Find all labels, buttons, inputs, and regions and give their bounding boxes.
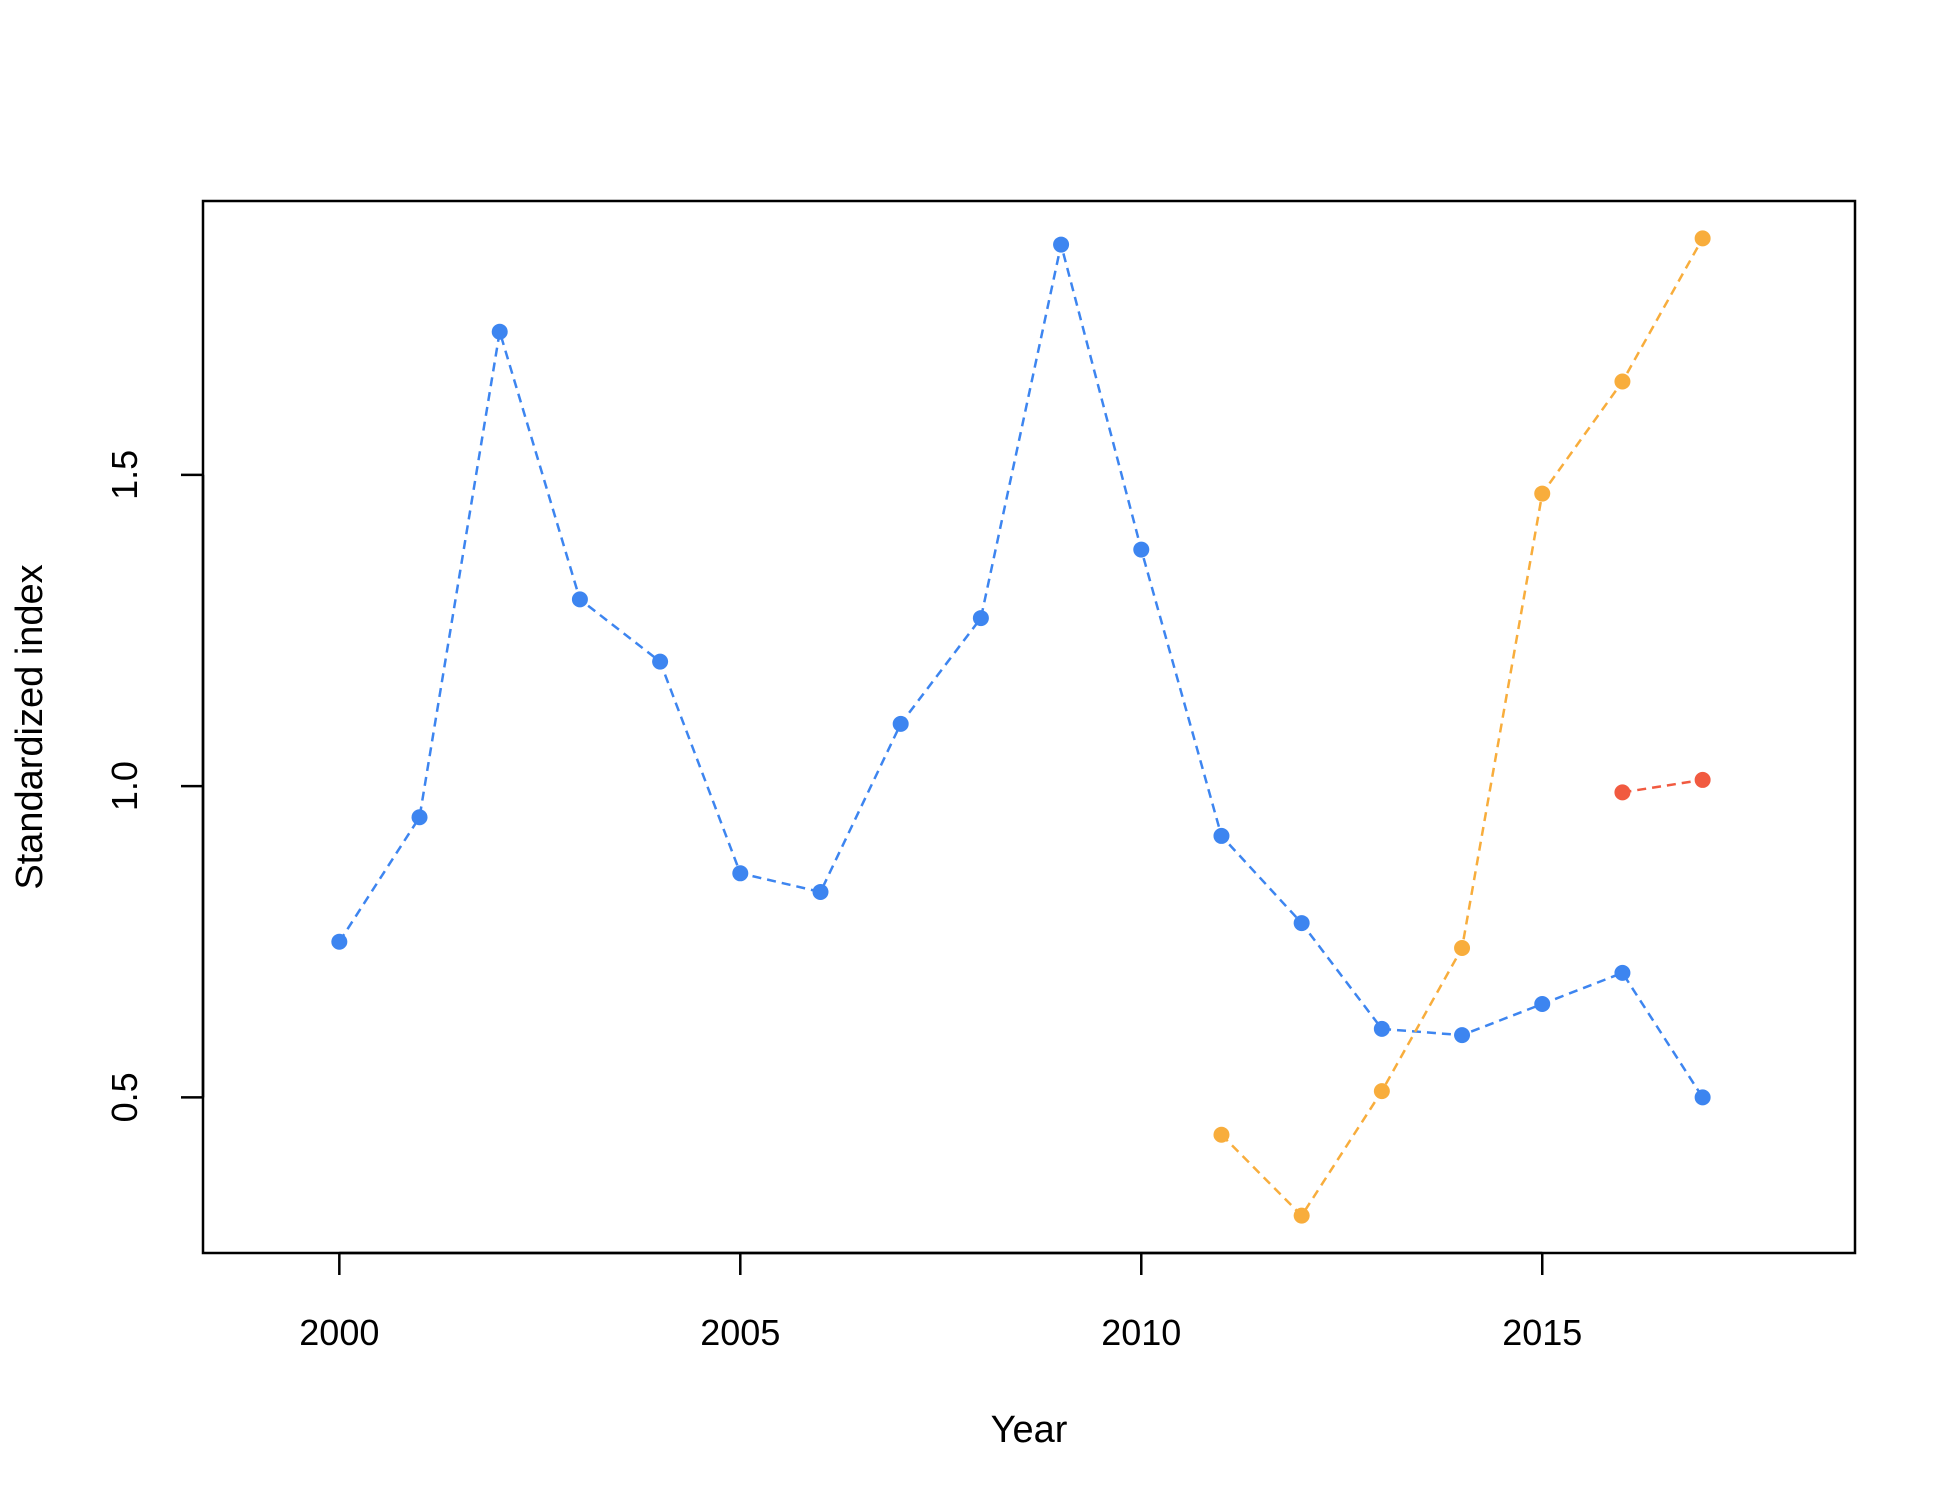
x-tick-label: 2000: [299, 1312, 379, 1353]
data-point: [1614, 784, 1631, 801]
x-axis-title: Year: [991, 1409, 1068, 1451]
data-point: [1293, 1207, 1310, 1224]
data-point: [1133, 541, 1150, 558]
data-point: [1293, 915, 1310, 932]
data-point: [571, 591, 588, 608]
y-tick-label: 0.5: [104, 1072, 145, 1122]
series-2: [1213, 230, 1711, 1224]
data-point: [1213, 1126, 1230, 1143]
data-point: [1454, 939, 1471, 956]
x-tick-label: 2015: [1502, 1312, 1582, 1353]
x-tick-label: 2005: [700, 1312, 780, 1353]
data-point: [1694, 1089, 1711, 1106]
data-point: [411, 809, 428, 826]
y-tick-label: 1.0: [104, 761, 145, 811]
series-line: [338, 244, 1704, 1099]
y-axis-title: Standardized index: [9, 564, 51, 889]
y-tick-label: 1.5: [104, 450, 145, 500]
series-1: [331, 236, 1711, 1106]
series-line: [1622, 778, 1703, 794]
data-point: [331, 933, 348, 950]
x-tick-label: 2010: [1101, 1312, 1181, 1353]
y-axis: 0.5 1.0 1.5: [104, 450, 205, 1122]
data-point: [972, 610, 989, 627]
series-3: [1614, 771, 1711, 801]
data-point: [1373, 1020, 1390, 1037]
data-point: [1373, 1083, 1390, 1100]
data-point: [652, 653, 669, 670]
data-point: [1614, 964, 1631, 981]
data-point: [1454, 1027, 1471, 1044]
data-point: [1614, 373, 1631, 390]
data-point: [812, 883, 829, 900]
x-axis: 2000 2005 2010 2015: [299, 1251, 1582, 1353]
data-point: [1534, 996, 1551, 1013]
data-point: [1694, 771, 1711, 788]
data-point: [1053, 236, 1070, 253]
data-point: [892, 715, 909, 732]
series-layer: [331, 230, 1711, 1224]
data-point: [1534, 485, 1551, 502]
data-point: [491, 323, 508, 340]
data-point: [1694, 230, 1711, 247]
data-point: [732, 865, 749, 882]
data-point: [1213, 827, 1230, 844]
